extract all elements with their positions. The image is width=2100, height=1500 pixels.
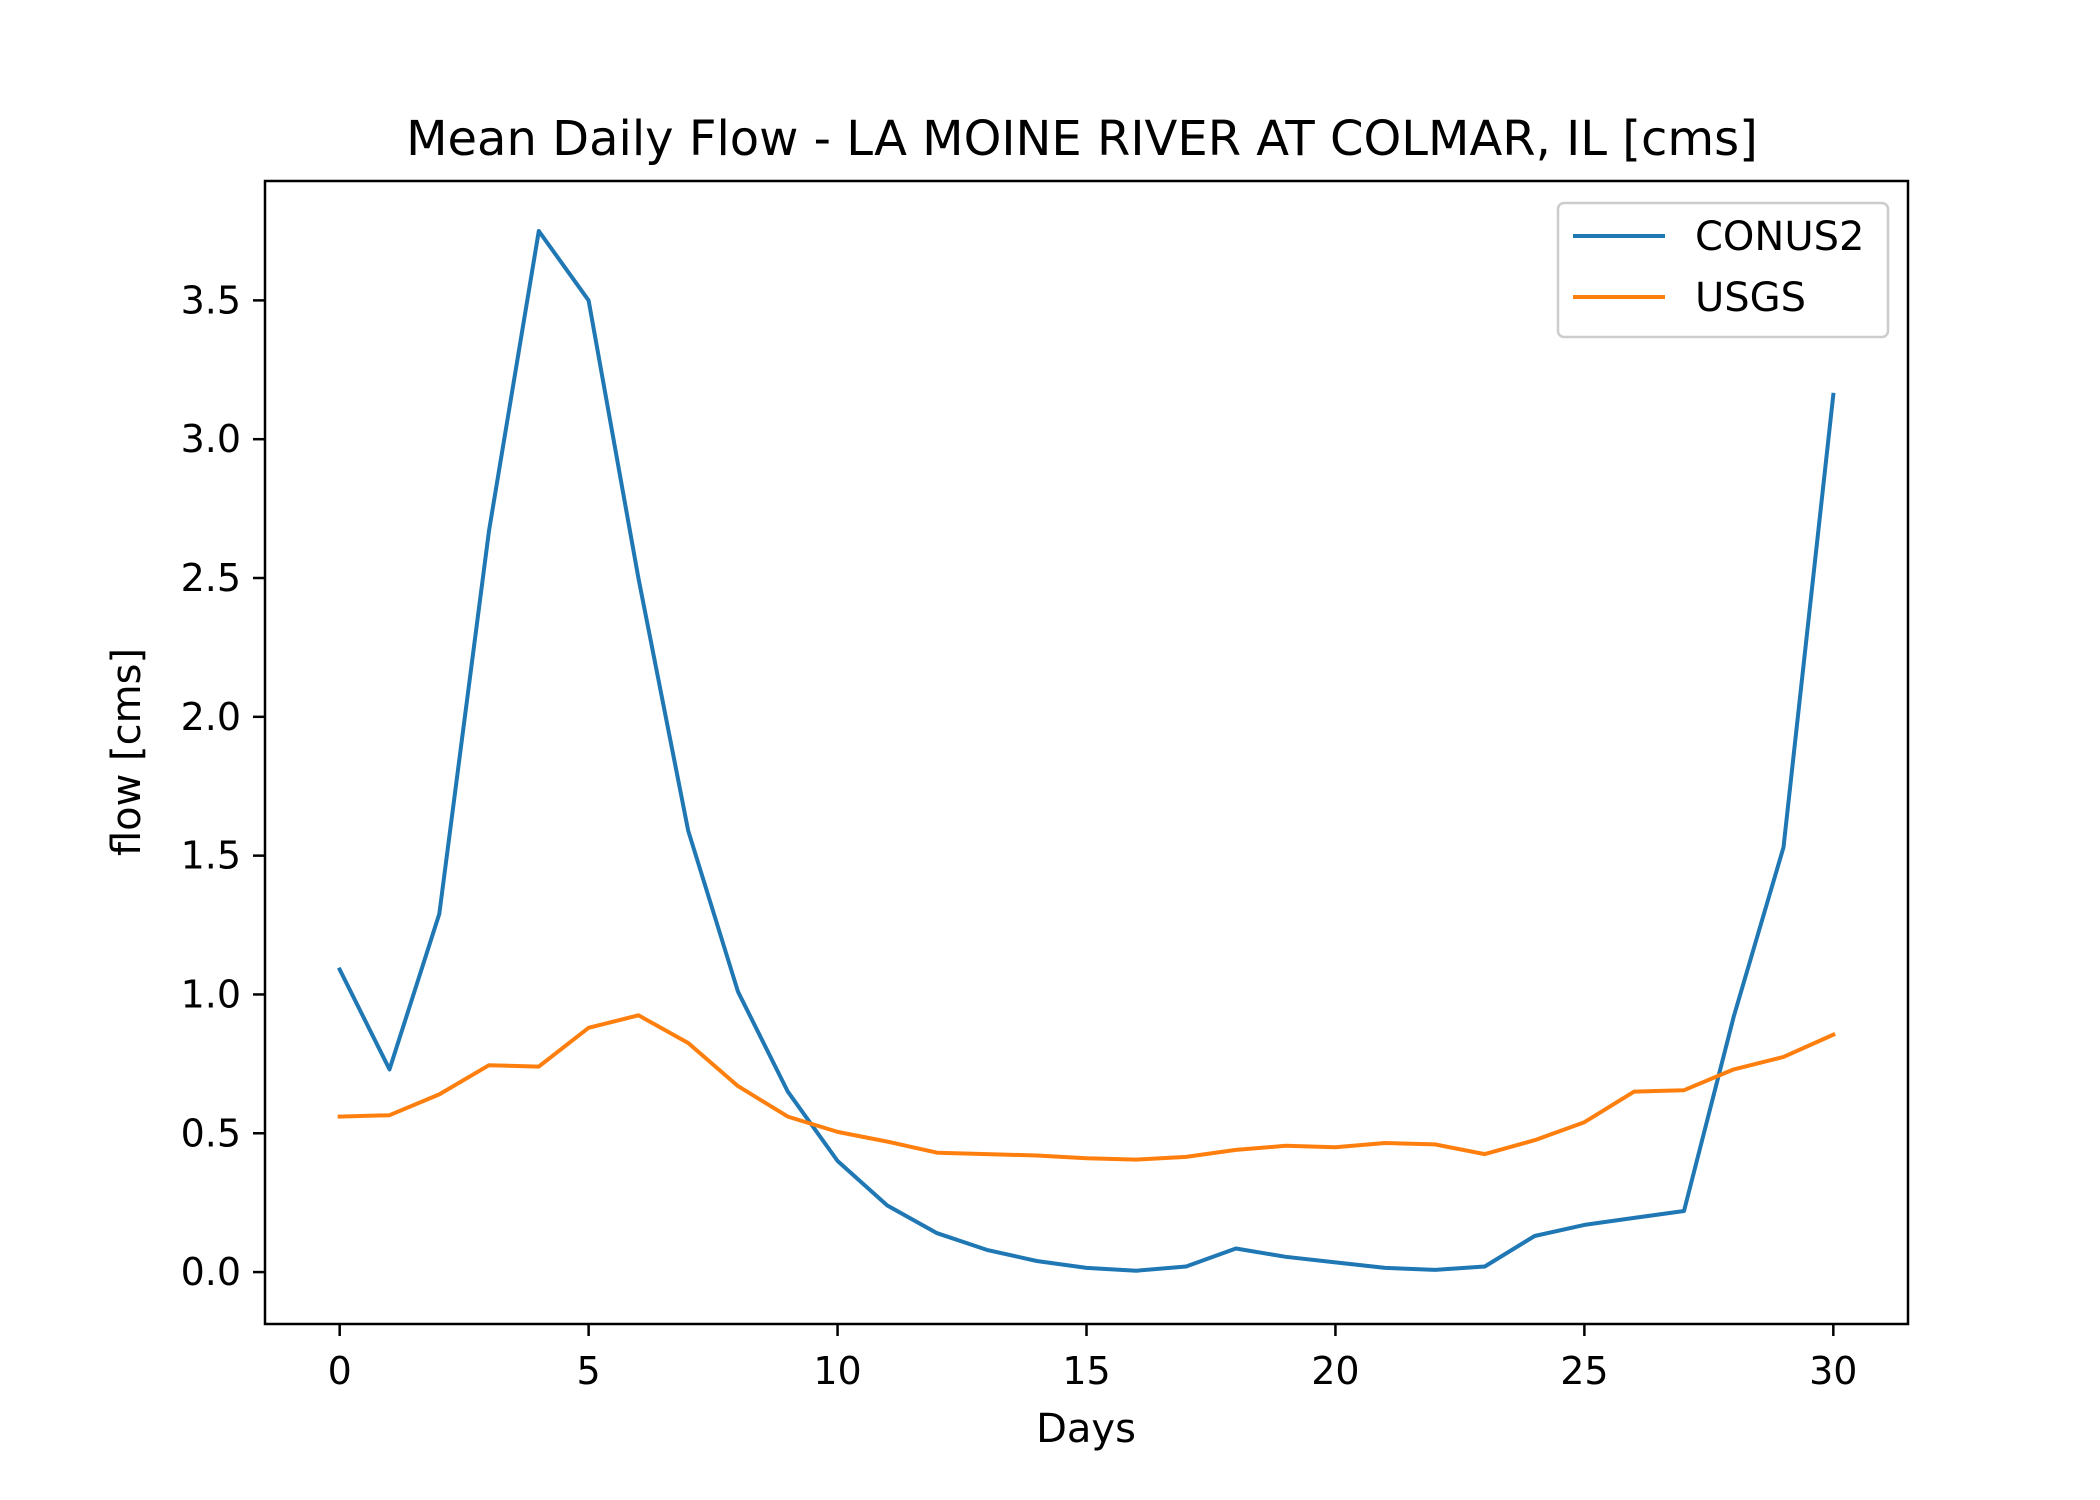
legend-label-usgs: USGS <box>1695 275 1806 321</box>
series-line-usgs <box>337 1013 1836 1162</box>
x-tick-label: 25 <box>1560 1349 1608 1393</box>
y-axis: 0.0 0.5 1.0 1.5 2.0 2.5 3.0 3.5 <box>181 278 265 1294</box>
y-tick-label: 0.5 <box>181 1111 241 1155</box>
y-tick-label: 2.5 <box>181 556 241 600</box>
x-tick-label: 30 <box>1809 1349 1857 1393</box>
series-lines <box>337 229 1836 1273</box>
x-tick-label: 20 <box>1311 1349 1359 1393</box>
x-axis: 0 5 10 15 20 25 30 <box>328 1324 1857 1393</box>
y-tick-label: 3.5 <box>181 278 241 322</box>
x-tick-label: 0 <box>328 1349 352 1393</box>
x-tick-label: 10 <box>813 1349 861 1393</box>
series-line-conus2 <box>337 229 1836 1273</box>
chart-title: Mean Daily Flow - LA MOINE RIVER AT COLM… <box>406 111 1758 167</box>
y-tick-label: 3.0 <box>181 417 241 461</box>
plot-area: 0 5 10 15 20 25 30 0.0 0.5 1.0 1.5 2.0 2.5 3.0 3.5 <box>181 179 1910 1393</box>
y-tick-label: 1.5 <box>181 834 241 878</box>
y-tick-label: 2.0 <box>181 695 241 739</box>
x-tick-label: 5 <box>577 1349 601 1393</box>
x-tick-label: 15 <box>1062 1349 1110 1393</box>
legend: CONUS2 USGS <box>1556 201 1890 339</box>
y-tick-label: 1.0 <box>181 972 241 1016</box>
y-tick-label: 0.0 <box>181 1250 241 1294</box>
y-axis-label: flow [cms] <box>104 648 150 856</box>
x-axis-label: Days <box>1036 1406 1136 1452</box>
legend-label-conus2: CONUS2 <box>1695 214 1864 260</box>
legend-entries: CONUS2 USGS <box>1573 214 1864 321</box>
